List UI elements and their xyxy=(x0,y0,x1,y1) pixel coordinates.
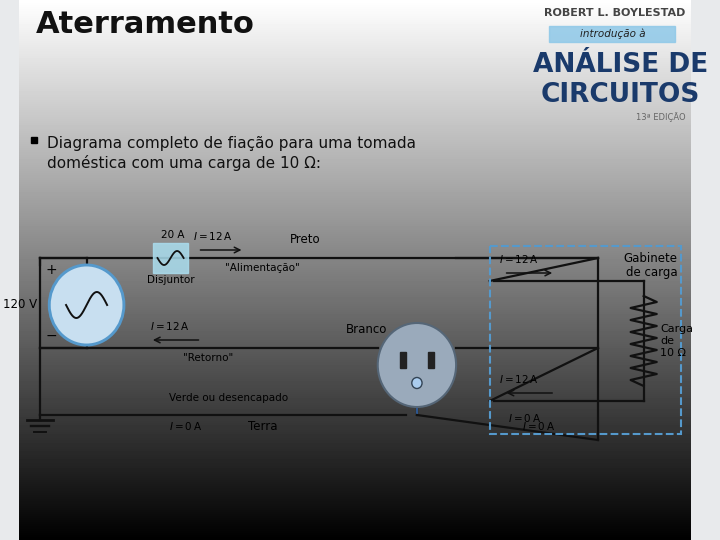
Text: de carga: de carga xyxy=(626,266,678,279)
Text: Verde ou desencapado: Verde ou desencapado xyxy=(168,393,288,403)
Text: Carga
de
10 Ω: Carga de 10 Ω xyxy=(660,325,693,357)
Text: "Alimentação": "Alimentação" xyxy=(225,263,300,273)
Text: Disjuntor: Disjuntor xyxy=(147,275,194,285)
Bar xyxy=(490,246,681,434)
Text: Branco: Branco xyxy=(346,323,387,336)
Text: $I = 0\,\mathrm{A}$: $I = 0\,\mathrm{A}$ xyxy=(523,420,555,432)
Circle shape xyxy=(378,323,456,407)
Text: 20 A: 20 A xyxy=(161,230,185,240)
Bar xyxy=(549,26,675,42)
Text: Preto: Preto xyxy=(290,233,320,246)
Text: "Retorno": "Retorno" xyxy=(183,353,233,363)
Text: +: + xyxy=(45,263,57,277)
Text: Aterramento: Aterramento xyxy=(36,10,255,39)
Circle shape xyxy=(412,377,422,388)
Text: 120 V: 120 V xyxy=(3,299,37,312)
Text: $I = 0\,\mathrm{A}$: $I = 0\,\mathrm{A}$ xyxy=(508,412,541,424)
Bar xyxy=(400,352,406,368)
Text: introdução à: introdução à xyxy=(580,29,645,39)
Text: −: − xyxy=(45,329,57,343)
Text: $I = 12\,\mathrm{A}$: $I = 12\,\mathrm{A}$ xyxy=(499,253,539,265)
Text: $I = 12\,\mathrm{A}$: $I = 12\,\mathrm{A}$ xyxy=(150,320,190,332)
Text: Diagrama completo de fiação para uma tomada: Diagrama completo de fiação para uma tom… xyxy=(48,136,416,151)
Bar xyxy=(428,352,433,368)
Circle shape xyxy=(49,265,124,345)
Bar xyxy=(153,243,189,273)
Text: ROBERT L. BOYLESTAD: ROBERT L. BOYLESTAD xyxy=(544,8,685,18)
Text: CIRCUITOS: CIRCUITOS xyxy=(541,82,700,108)
Text: $I = 12\,\mathrm{A}$: $I = 12\,\mathrm{A}$ xyxy=(193,230,233,242)
Text: Terra: Terra xyxy=(248,420,277,433)
Text: Gabinete: Gabinete xyxy=(624,252,678,265)
Text: $I = 12\,\mathrm{A}$: $I = 12\,\mathrm{A}$ xyxy=(499,373,539,385)
Text: doméstica com uma carga de 10 Ω:: doméstica com uma carga de 10 Ω: xyxy=(48,155,321,171)
Text: 13ª EDIÇÃO: 13ª EDIÇÃO xyxy=(636,112,685,122)
Text: $I = 0\,\mathrm{A}$: $I = 0\,\mathrm{A}$ xyxy=(168,420,202,432)
Text: ANÁLISE DE: ANÁLISE DE xyxy=(533,52,708,78)
